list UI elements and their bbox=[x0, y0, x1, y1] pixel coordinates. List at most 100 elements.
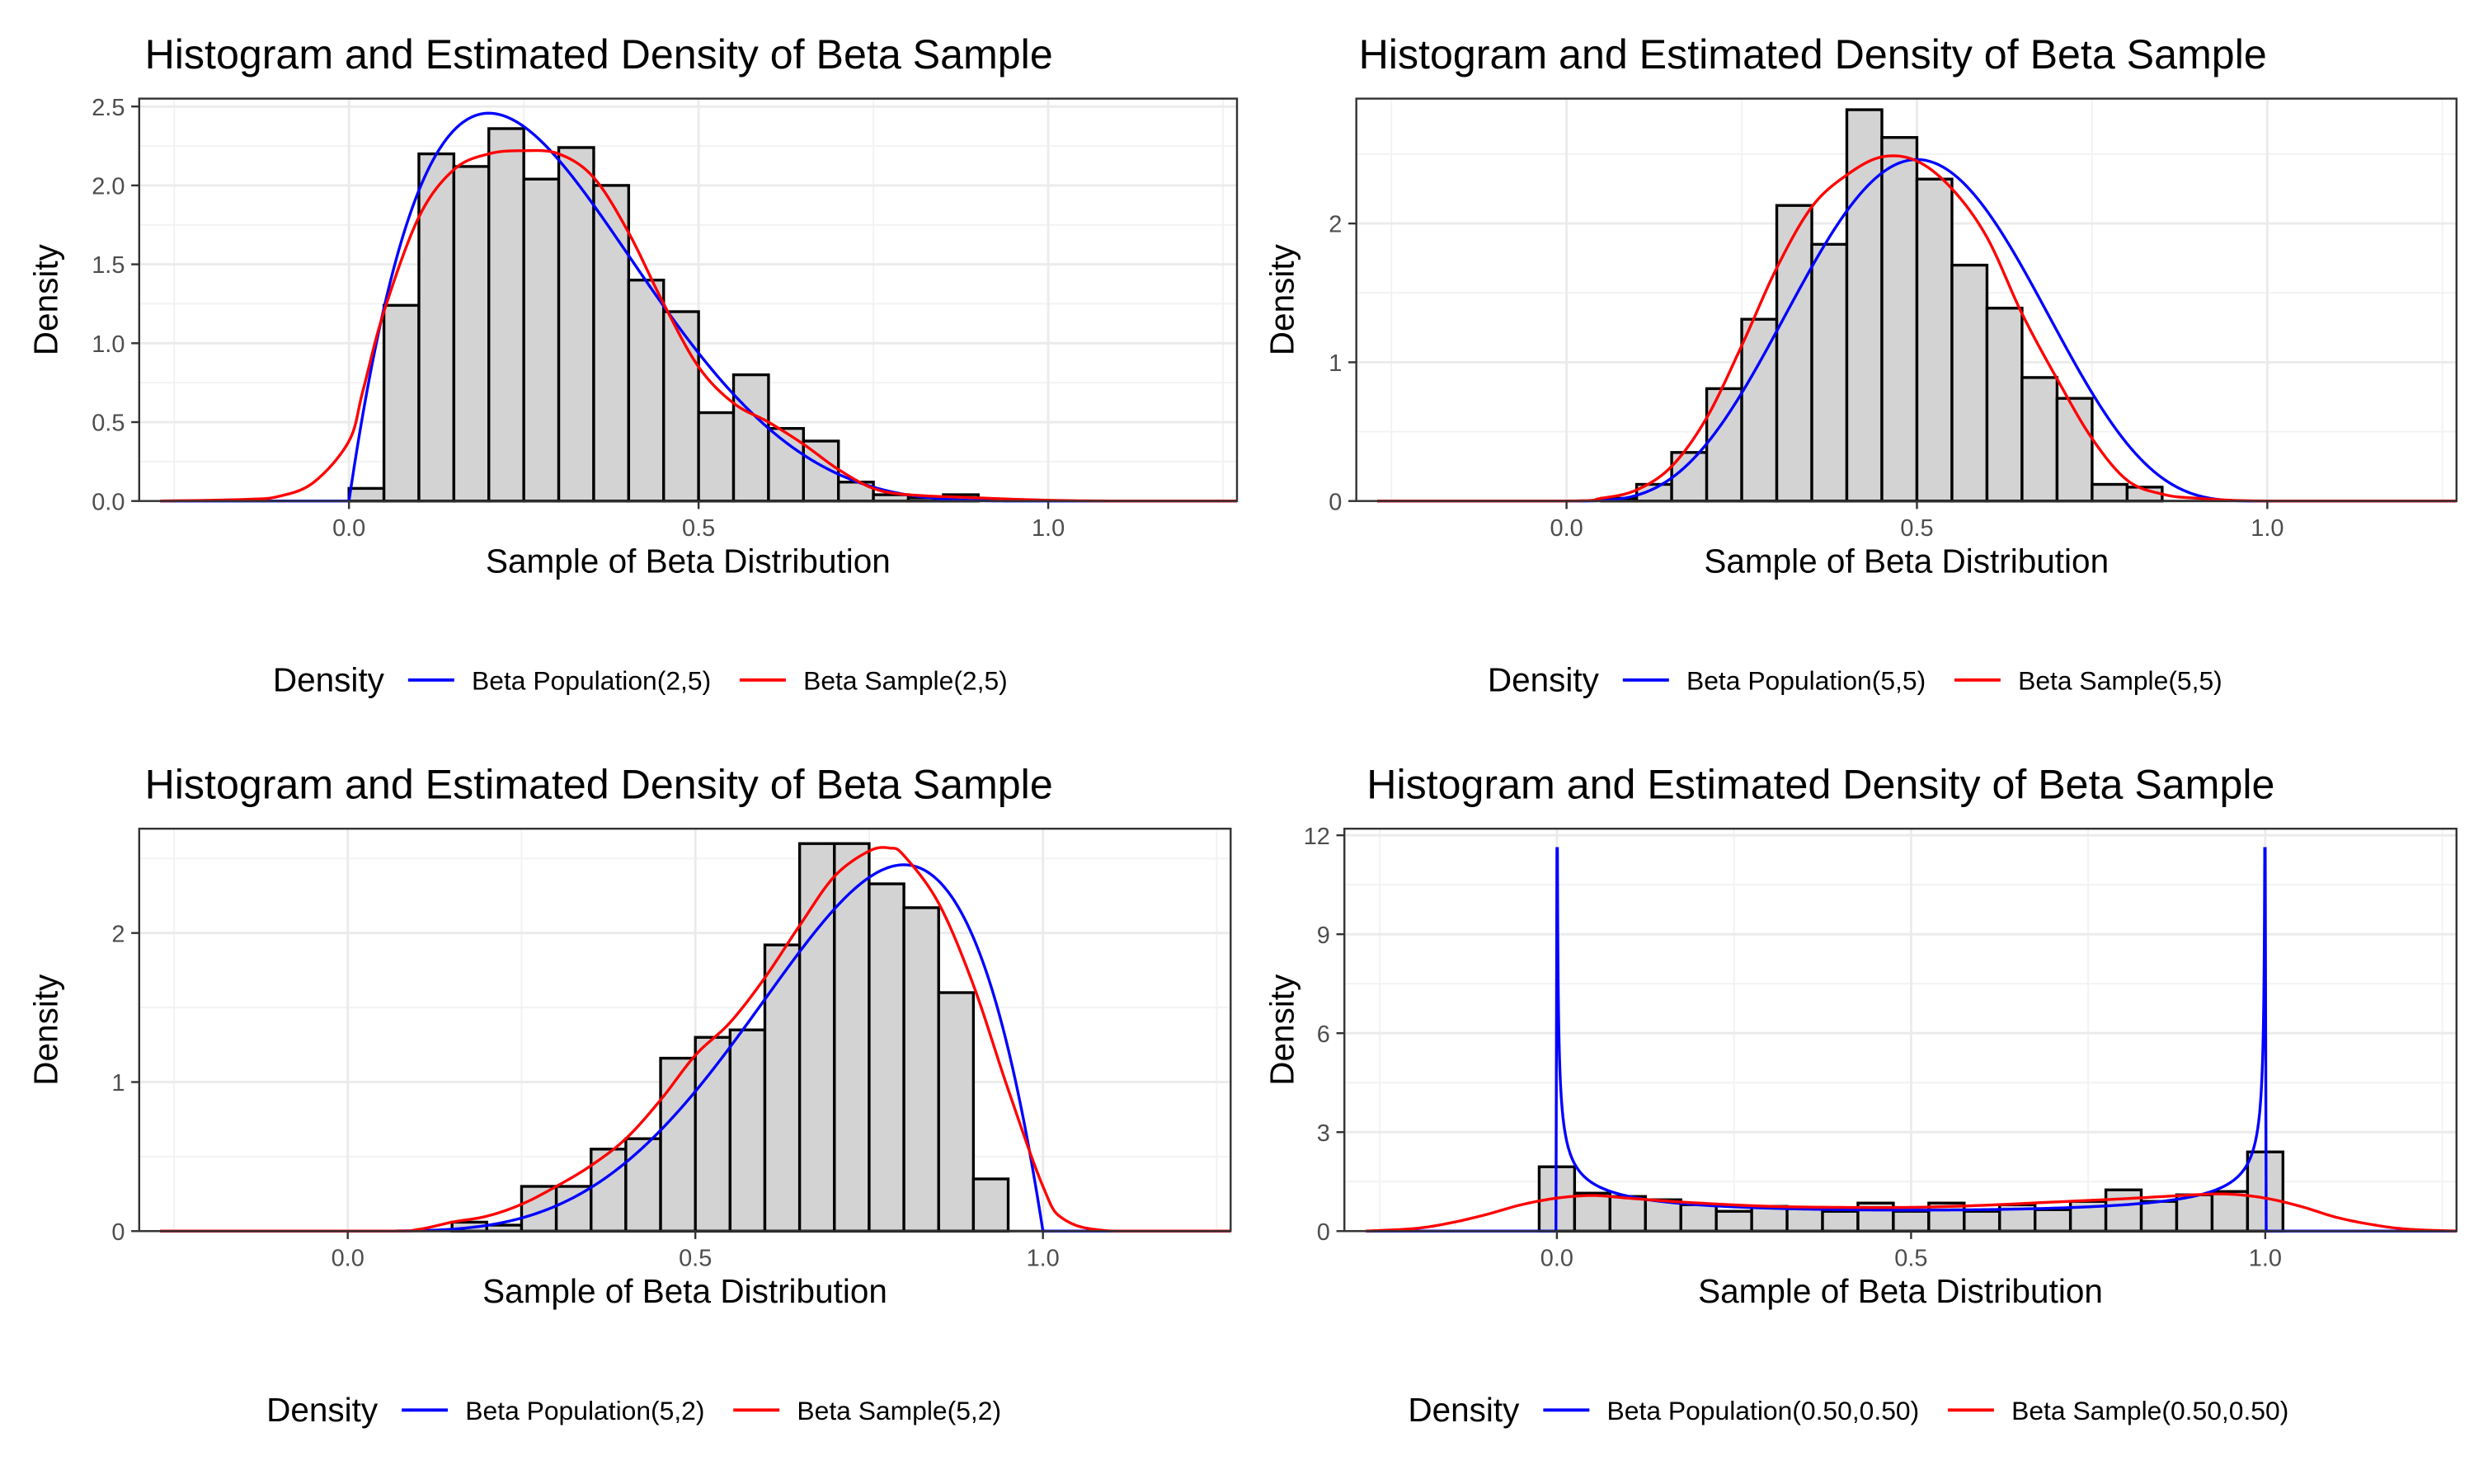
histogram-bar-6 bbox=[1714, 1209, 1753, 1233]
x-tick-label: 0.0 bbox=[1550, 515, 1583, 542]
histogram-bar-14 bbox=[2055, 397, 2094, 503]
histogram-bar-8 bbox=[694, 1036, 732, 1233]
legend-label-2: Beta Sample(5,5) bbox=[2018, 665, 2222, 695]
histogram-bar-19 bbox=[2175, 1193, 2214, 1233]
histogram-bar-12 bbox=[1985, 307, 2024, 503]
y-tick-label: 1 bbox=[111, 1070, 125, 1097]
histogram-bar-16 bbox=[971, 1177, 1010, 1233]
histogram-bar-18 bbox=[2139, 1200, 2179, 1233]
plot-background bbox=[1344, 829, 2457, 1232]
histogram-bar-6 bbox=[624, 1137, 662, 1233]
histogram-bar-11 bbox=[1892, 1209, 1931, 1233]
histogram-bar-4 bbox=[554, 1185, 593, 1233]
histogram-bar-15 bbox=[2034, 1208, 2072, 1233]
histogram-bar-8 bbox=[1785, 1206, 1824, 1233]
histogram-bar-9 bbox=[1880, 136, 1919, 503]
chart-panel-3: 0.0 0.5 1.0 0 1 2 Histogram and Estimated Dens… bbox=[26, 761, 1232, 1429]
histogram-bar-12 bbox=[731, 373, 770, 503]
x-axis-title: Sample of Beta Distribution bbox=[1704, 542, 2109, 580]
y-tick-label: 0 bbox=[111, 1219, 125, 1246]
x-tick-label: 0.0 bbox=[332, 1246, 365, 1272]
histogram-bar-11 bbox=[697, 411, 736, 503]
density-line-2 bbox=[160, 148, 1237, 503]
y-tick-label: 12 bbox=[1304, 824, 1330, 850]
histogram-bar-6 bbox=[522, 177, 561, 503]
x-tick-label: 0.5 bbox=[682, 515, 715, 542]
y-tick-label: 3 bbox=[1317, 1120, 1330, 1147]
y-tick-label: 0.0 bbox=[92, 489, 125, 515]
histogram-bar-9 bbox=[627, 279, 666, 503]
legend-label-2: Beta Sample(0.50,0.50) bbox=[2011, 1396, 2288, 1425]
x-tick-label: 1.0 bbox=[1027, 1246, 1060, 1272]
histogram-bar-11 bbox=[1950, 263, 1989, 503]
y-tick-label: 2 bbox=[1329, 212, 1342, 238]
y-axis-title: Density bbox=[26, 974, 64, 1086]
chart-title: Histogram and Estimated Density of Beta … bbox=[1359, 31, 2267, 77]
x-tick-label: 0.0 bbox=[332, 515, 365, 542]
chart-panel-2: 0.0 0.5 1.0 0 1 2 Histogram and Estimated Dens… bbox=[1263, 31, 2458, 698]
density-line-1 bbox=[1365, 847, 2457, 1233]
density-line-2 bbox=[1377, 154, 2457, 503]
histogram-bar-13 bbox=[2020, 376, 2059, 503]
x-axis-title: Sample of Beta Distribution bbox=[486, 542, 891, 580]
panel-border bbox=[138, 827, 1232, 1233]
histogram-bar-10 bbox=[1915, 177, 1954, 503]
legend-label-2: Beta Sample(5,2) bbox=[797, 1396, 1001, 1425]
y-axis-title: Density bbox=[1263, 243, 1300, 355]
y-tick-label: 1 bbox=[1329, 350, 1342, 377]
histogram-bar-10 bbox=[763, 943, 802, 1233]
histogram-bar-5 bbox=[1740, 317, 1779, 503]
histogram-bar-13 bbox=[868, 882, 905, 1233]
legend-label-1: Beta Population(5,2) bbox=[465, 1396, 704, 1425]
panel-border bbox=[1355, 97, 2458, 502]
legend-title: Density bbox=[1408, 1391, 1520, 1429]
histogram-bar-9 bbox=[728, 1028, 767, 1233]
histogram-bar-9 bbox=[1821, 1209, 1860, 1233]
legend-label-1: Beta Population(2,5) bbox=[472, 665, 711, 695]
y-tick-label: 2.5 bbox=[92, 95, 125, 121]
x-tick-label: 1.0 bbox=[1032, 515, 1065, 542]
panel-border bbox=[1343, 827, 2458, 1233]
y-tick-label: 0.5 bbox=[92, 411, 125, 437]
histogram-bar-7 bbox=[659, 1056, 697, 1233]
x-tick-label: 1.0 bbox=[2251, 515, 2284, 542]
y-tick-label: 9 bbox=[1317, 923, 1330, 949]
histogram-bar-4 bbox=[1644, 1198, 1682, 1233]
histogram-bar-15 bbox=[937, 991, 976, 1233]
histogram-bar-14 bbox=[902, 906, 940, 1233]
x-axis-title: Sample of Beta Distribution bbox=[482, 1272, 887, 1310]
legend-title: Density bbox=[1488, 660, 1600, 698]
histogram-bar-2 bbox=[1573, 1191, 1612, 1233]
y-tick-label: 0 bbox=[1317, 1219, 1330, 1246]
y-tick-label: 1.5 bbox=[92, 252, 125, 279]
histogram-bar-3 bbox=[1608, 1195, 1647, 1233]
legend-label-2: Beta Sample(2,5) bbox=[803, 665, 1008, 695]
x-tick-label: 0.0 bbox=[1540, 1246, 1573, 1272]
y-tick-label: 6 bbox=[1317, 1021, 1330, 1048]
y-tick-label: 0 bbox=[1329, 489, 1342, 515]
histogram-bar-8 bbox=[1845, 108, 1884, 503]
chart-panel-4: 0.0 0.5 1.0 0 3 6 9 12 Histogram and Estimated D… bbox=[1263, 761, 2458, 1429]
histogram-bar-7 bbox=[1810, 242, 1849, 503]
legend-label-1: Beta Population(0.50,0.50) bbox=[1607, 1396, 1920, 1425]
histogram-bar-7 bbox=[557, 146, 595, 503]
histogram-bar-5 bbox=[487, 127, 525, 503]
histogram-bar-20 bbox=[2210, 1190, 2250, 1233]
legend-label-1: Beta Population(5,5) bbox=[1686, 665, 1926, 695]
histogram-bar-8 bbox=[592, 184, 631, 503]
histogram-bar-11 bbox=[797, 842, 836, 1233]
y-axis-title: Density bbox=[1263, 974, 1300, 1086]
x-tick-label: 0.5 bbox=[1900, 515, 1933, 542]
legend-title: Density bbox=[273, 660, 385, 698]
density-line-2 bbox=[1365, 1192, 2457, 1233]
legend-title: Density bbox=[266, 1391, 379, 1429]
histogram-bar-13 bbox=[1963, 1209, 2001, 1233]
histogram-bar-4 bbox=[452, 165, 491, 503]
x-tick-label: 1.0 bbox=[2249, 1246, 2282, 1272]
chart-title: Histogram and Estimated Density of Beta … bbox=[145, 761, 1053, 807]
chart-panel-1: 0.0 0.5 1.0 0.0 0.5 1.0 1.5 2.0 2.5 Histogram and… bbox=[26, 31, 1239, 698]
histogram-bar-5 bbox=[1679, 1203, 1718, 1233]
x-tick-label: 0.5 bbox=[679, 1246, 712, 1272]
chart-title: Histogram and Estimated Density of Beta … bbox=[145, 31, 1053, 77]
